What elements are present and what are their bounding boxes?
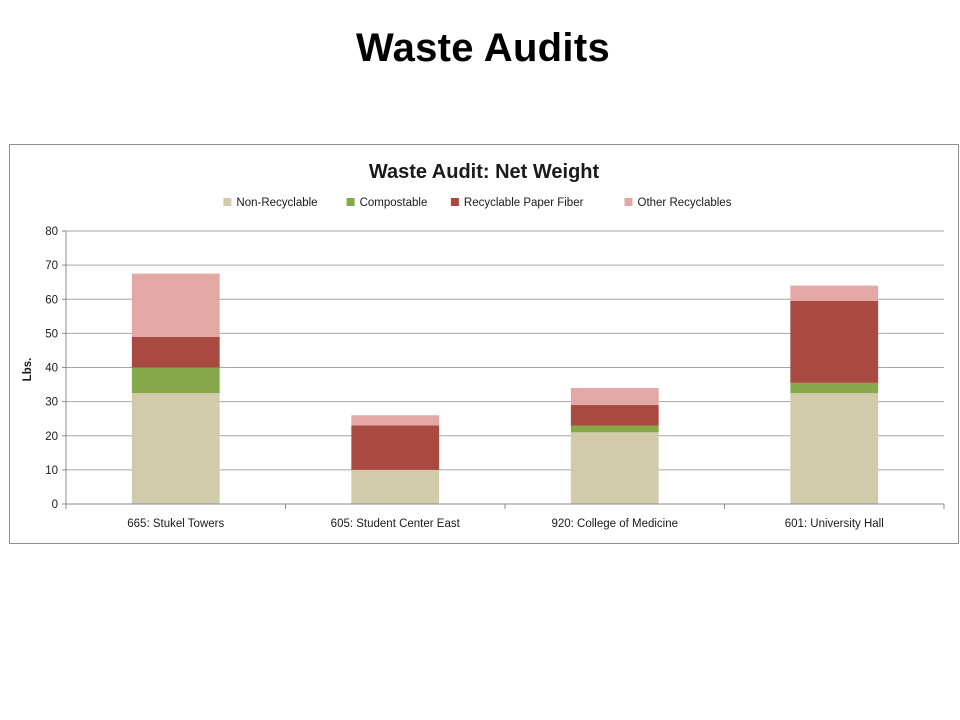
y-tick-label-60: 60 bbox=[45, 294, 58, 306]
y-tick-label-0: 0 bbox=[52, 499, 58, 511]
bar-0-2 bbox=[131, 336, 220, 368]
y-tick-label-10: 10 bbox=[45, 465, 58, 477]
bar-1-2 bbox=[351, 425, 440, 470]
bar-2-2 bbox=[570, 405, 659, 426]
bar-2-0 bbox=[570, 432, 659, 504]
y-tick-label-40: 40 bbox=[45, 363, 58, 375]
bar-1-3 bbox=[351, 415, 440, 426]
y-axis-title: Lbs. bbox=[22, 358, 34, 382]
bars bbox=[131, 273, 879, 504]
bar-2-1 bbox=[570, 425, 659, 433]
bar-3-3 bbox=[790, 285, 879, 301]
legend-swatch-3 bbox=[624, 198, 633, 206]
slide-title: Waste Audits bbox=[356, 26, 610, 70]
bar-1-0 bbox=[351, 469, 440, 504]
chart-frame: Waste Audit: Net Weight 0 10 20 30 40 50 60 70 80… bbox=[9, 144, 959, 544]
bar-3-1 bbox=[790, 382, 879, 394]
y-tick-label-50: 50 bbox=[45, 328, 58, 340]
bar-3-0 bbox=[790, 393, 879, 504]
legend-label-1: Compostable bbox=[360, 197, 428, 209]
legend-label-3: Other Recyclables bbox=[638, 197, 732, 209]
chart-title: Waste Audit: Net Weight bbox=[369, 161, 600, 183]
y-tick-label-20: 20 bbox=[45, 431, 58, 443]
bar-2-3 bbox=[570, 387, 659, 406]
x-tick-label-2: 920: College of Medicine bbox=[551, 518, 678, 530]
legend-label-2: Recyclable Paper Fiber bbox=[464, 197, 584, 209]
legend-swatch-1 bbox=[346, 198, 355, 206]
axes bbox=[62, 230, 945, 509]
labels: Waste Audit: Net Weight 0 10 20 30 40 50 60 70 80… bbox=[22, 161, 884, 530]
legend-swatch-0 bbox=[223, 198, 232, 206]
bar-0-1 bbox=[131, 367, 220, 394]
y-tick-label-80: 80 bbox=[45, 226, 58, 238]
x-tick-label-0: 665: Stukel Towers bbox=[127, 518, 224, 530]
waste-audit-chart: Waste Audit: Net Weight 0 10 20 30 40 50 60 70 80… bbox=[22, 161, 945, 530]
bar-0-0 bbox=[131, 393, 220, 504]
bar-3-2 bbox=[790, 300, 879, 383]
legend-swatch-2 bbox=[450, 198, 459, 206]
legend-label-0: Non-Recyclable bbox=[236, 197, 317, 209]
bar-0-3 bbox=[131, 273, 220, 337]
y-tick-label-30: 30 bbox=[45, 397, 58, 409]
x-tick-label-1: 605: Student Center East bbox=[331, 518, 461, 530]
x-tick-label-3: 601: University Hall bbox=[785, 518, 884, 530]
y-tick-label-70: 70 bbox=[45, 260, 58, 272]
legend: Non-Recyclable Compostable Recyclable Pape… bbox=[223, 197, 732, 209]
